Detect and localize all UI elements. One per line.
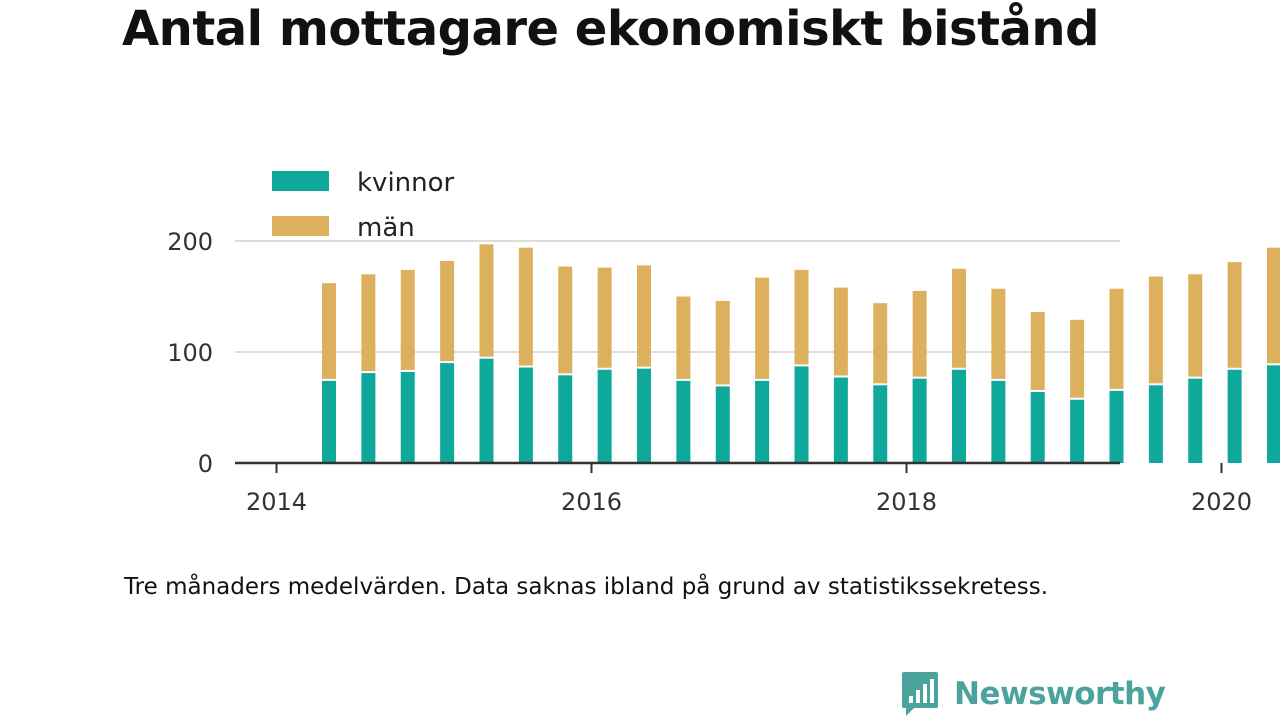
bar-kvinnor-2018-05 xyxy=(952,369,966,463)
bar-man-2015-05 xyxy=(479,244,494,357)
bar-kvinnor-2019-05 xyxy=(1109,390,1124,463)
newsworthy-logo-icon xyxy=(902,672,938,716)
bar-kvinnor-2017-08 xyxy=(833,377,848,463)
chart-caption: Tre månaders medelvärden. Data saknas ib… xyxy=(124,574,1049,600)
bar-man-2016-11 xyxy=(715,300,730,385)
bar-group-2015-08 xyxy=(518,247,533,463)
bar-group-2019-02 xyxy=(1070,319,1085,463)
y-tick-label-100: 100 xyxy=(167,339,213,367)
bar-group-2018-02 xyxy=(912,290,927,463)
bar-man-2016-02 xyxy=(597,267,612,368)
bar-group-2020-02 xyxy=(1227,262,1242,463)
bar-kvinnor-2018-11 xyxy=(1030,391,1045,463)
legend-label-kvinnor: kvinnor xyxy=(357,168,455,198)
bar-group-2019-11 xyxy=(1188,274,1203,463)
chart-title: Antal mottagare ekonomiskt bistånd xyxy=(122,1,1099,57)
bar-group-2018-11 xyxy=(1030,312,1045,463)
brand-name: Newsworthy xyxy=(954,676,1166,712)
bar-kvinnor-2017-11 xyxy=(873,385,888,463)
bar-kvinnor-2016-02 xyxy=(597,369,612,463)
bars xyxy=(322,244,1280,463)
bar-man-2017-05 xyxy=(794,269,809,365)
bar-group-2017-02 xyxy=(755,277,770,463)
bar-kvinnor-2017-05 xyxy=(794,366,809,463)
bar-kvinnor-2014-08 xyxy=(361,373,376,463)
axes: 0100200201420162018202020222024 xyxy=(167,228,1252,516)
bar-man-2018-08 xyxy=(991,288,1006,379)
legend-swatch-kvinnor xyxy=(272,171,329,191)
bar-kvinnor-2016-05 xyxy=(637,368,651,463)
bar-group-2019-08 xyxy=(1148,276,1163,463)
bar-man-2015-02 xyxy=(440,260,455,362)
bar-man-2017-08 xyxy=(833,287,848,376)
bar-man-2016-05 xyxy=(637,265,651,367)
bar-man-2016-08 xyxy=(676,296,691,379)
bar-man-2019-11 xyxy=(1188,274,1203,377)
legend-swatch-man xyxy=(272,216,329,236)
x-tick-label-2014: 2014 xyxy=(246,488,307,516)
bar-group-2018-05 xyxy=(952,268,966,463)
bar-man-2018-05 xyxy=(952,268,966,368)
bar-chart: 0100200201420162018202020222024 kvinnorm… xyxy=(167,158,1280,516)
bar-group-2017-05 xyxy=(794,269,809,463)
x-tick-label-2018: 2018 xyxy=(876,488,937,516)
bar-group-2014-08 xyxy=(361,274,376,463)
bar-kvinnor-2015-05 xyxy=(479,358,494,463)
bar-man-2017-02 xyxy=(755,277,770,379)
y-tick-label-200: 200 xyxy=(167,228,213,256)
bar-kvinnor-2016-08 xyxy=(676,380,691,463)
bar-kvinnor-2014-11 xyxy=(400,371,415,463)
bar-man-2015-11 xyxy=(558,266,573,374)
bar-group-2014-11 xyxy=(400,269,415,463)
bar-kvinnor-2019-11 xyxy=(1188,378,1203,463)
bar-kvinnor-2020-02 xyxy=(1227,369,1242,463)
bar-group-2015-05 xyxy=(479,244,494,463)
bar-kvinnor-2019-08 xyxy=(1148,385,1163,463)
brand-logo: Newsworthy xyxy=(900,668,1166,720)
bar-group-2016-08 xyxy=(676,296,691,463)
bar-kvinnor-2016-11 xyxy=(715,386,730,463)
bar-kvinnor-2014-05 xyxy=(322,380,336,463)
bar-man-2019-02 xyxy=(1070,319,1085,398)
bar-kvinnor-2015-08 xyxy=(518,367,533,463)
bar-man-2014-05 xyxy=(322,283,336,379)
bar-man-2018-11 xyxy=(1030,312,1045,390)
bar-kvinnor-2020-05 xyxy=(1267,365,1280,463)
bar-man-2014-08 xyxy=(361,274,376,372)
x-tick-label-2016: 2016 xyxy=(561,488,622,516)
bar-group-2014-05 xyxy=(322,283,336,463)
bar-man-2020-05 xyxy=(1267,247,1280,364)
bar-group-2019-05 xyxy=(1109,288,1124,463)
legend: kvinnor män xyxy=(258,158,478,243)
bar-kvinnor-2015-11 xyxy=(558,375,573,463)
bar-kvinnor-2017-02 xyxy=(755,380,770,463)
bar-group-2020-05 xyxy=(1267,247,1280,463)
y-tick-label-0: 0 xyxy=(198,450,213,478)
bar-group-2015-11 xyxy=(558,266,573,463)
bar-man-2019-05 xyxy=(1109,288,1124,389)
bar-man-2020-02 xyxy=(1227,262,1242,368)
bar-kvinnor-2015-02 xyxy=(440,363,455,463)
bar-group-2015-02 xyxy=(440,260,455,463)
bar-group-2016-11 xyxy=(715,300,730,463)
bar-kvinnor-2018-02 xyxy=(912,378,927,463)
bar-group-2018-08 xyxy=(991,288,1006,463)
bar-man-2019-08 xyxy=(1148,276,1163,384)
bar-group-2017-11 xyxy=(873,303,888,463)
bar-kvinnor-2018-08 xyxy=(991,380,1006,463)
bar-man-2017-11 xyxy=(873,303,888,384)
bar-group-2016-05 xyxy=(637,265,651,463)
x-tick-label-2020: 2020 xyxy=(1191,488,1252,516)
bar-kvinnor-2019-02 xyxy=(1070,399,1085,463)
bar-man-2014-11 xyxy=(400,269,415,370)
bar-group-2016-02 xyxy=(597,267,612,463)
legend-label-man: män xyxy=(357,213,415,243)
bar-man-2018-02 xyxy=(912,290,927,377)
bar-group-2017-08 xyxy=(833,287,848,463)
bar-man-2015-08 xyxy=(518,247,533,366)
